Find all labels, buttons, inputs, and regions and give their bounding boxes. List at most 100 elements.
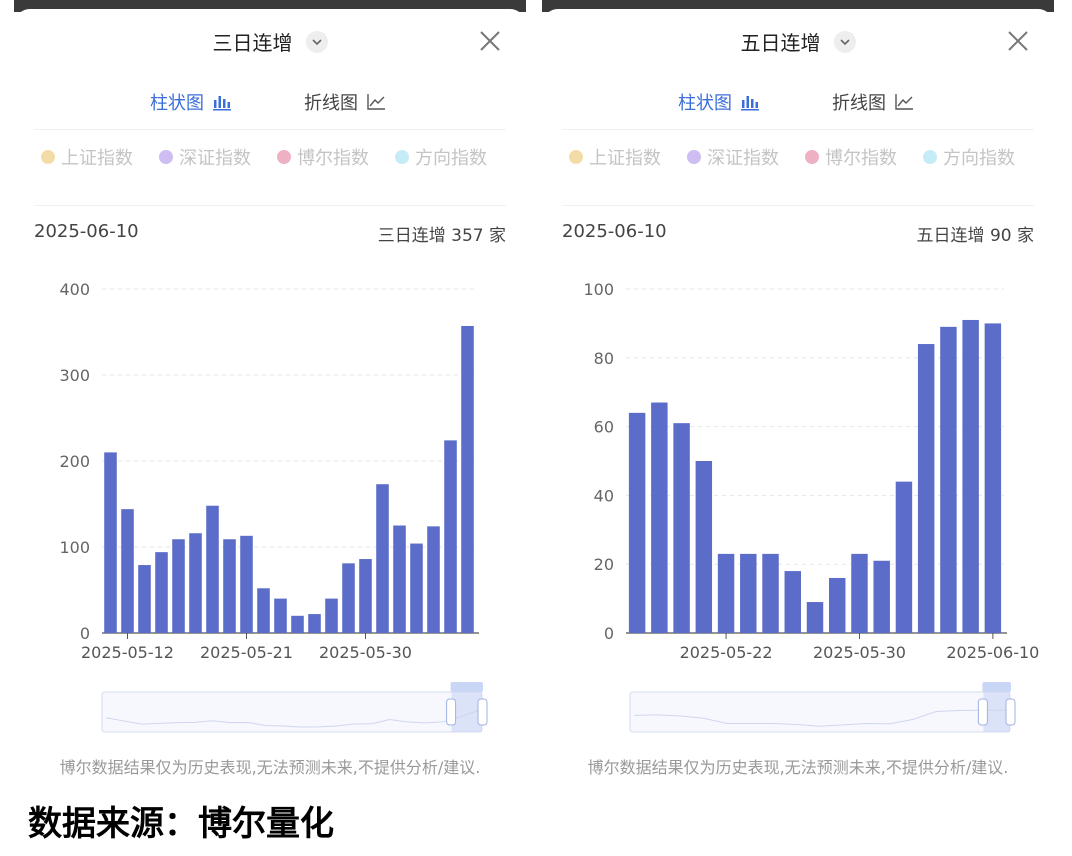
bar[interactable] [427, 526, 440, 633]
zoom-window-handle-top[interactable] [450, 682, 483, 692]
bar[interactable] [940, 326, 957, 633]
divider [34, 205, 506, 206]
title-dropdown-button[interactable] [833, 30, 856, 53]
legend-label: 上证指数 [589, 148, 661, 169]
panel-title[interactable]: 三日连增 [212, 31, 293, 55]
bar-chart: 0 20 40 60 80 100 2025-05-22 2025-05-30 2025-06-… [583, 280, 1039, 733]
bar[interactable] [104, 452, 117, 633]
tab-bar-chart[interactable]: 柱状图 [150, 89, 232, 115]
legend-item-boer[interactable]: 博尔指数 [277, 144, 369, 170]
legend-dot [395, 150, 409, 164]
bar[interactable] [291, 615, 304, 633]
bar[interactable] [342, 563, 355, 633]
date-label: 2025-06-10 [562, 221, 667, 242]
bar[interactable] [673, 423, 690, 633]
tab-bar-chart[interactable]: 柱状图 [678, 89, 760, 115]
line-chart-icon [895, 94, 913, 110]
bar[interactable] [762, 553, 779, 633]
count-label: 五日连增 90 家 [916, 226, 1034, 246]
legend-label: 深证指数 [179, 148, 251, 169]
zoom-handle-left[interactable] [446, 698, 457, 726]
y-tick-label: 40 [594, 486, 614, 505]
close-icon[interactable] [478, 29, 502, 53]
panel-header: 五日连增 [542, 27, 1054, 61]
legend-item-direction[interactable]: 方向指数 [923, 144, 1015, 170]
chart-type-tabs: 柱状图 折线图 [542, 89, 1054, 119]
legend-item-shenzhen[interactable]: 深证指数 [687, 144, 779, 170]
bar[interactable] [806, 602, 824, 633]
bar[interactable] [189, 533, 202, 633]
legend-item-shanghai[interactable]: 上证指数 [569, 144, 661, 170]
legend-item-shenzhen[interactable]: 深证指数 [159, 144, 251, 170]
bar[interactable] [393, 525, 406, 634]
legend-item-direction[interactable]: 方向指数 [395, 144, 487, 170]
zoom-slider-preview [633, 709, 1007, 727]
x-tick-label: 2025-05-30 [319, 643, 412, 662]
tab-line-chart[interactable]: 折线图 [832, 89, 914, 115]
close-icon[interactable] [1006, 29, 1030, 53]
bar-chart-icon [213, 96, 231, 111]
count-label: 三日连增 357 家 [377, 226, 506, 246]
bar[interactable] [895, 481, 913, 633]
tab-line-chart-label: 折线图 [832, 93, 886, 114]
bar[interactable] [274, 598, 287, 633]
divider [562, 205, 1034, 206]
tab-bar-chart-label: 柱状图 [678, 93, 732, 114]
bar[interactable] [223, 539, 236, 633]
bar[interactable] [257, 588, 270, 633]
chevron-down-icon [311, 38, 322, 45]
zoom-handle-right[interactable] [477, 698, 488, 726]
bar[interactable] [155, 552, 168, 633]
bar[interactable] [121, 509, 134, 633]
bar[interactable] [651, 402, 668, 633]
legend-dot [277, 150, 291, 164]
legend-item-boer[interactable]: 博尔指数 [805, 144, 897, 170]
bar[interactable] [325, 598, 338, 633]
legend-item-shanghai[interactable]: 上证指数 [41, 144, 133, 170]
bar[interactable] [717, 553, 735, 633]
zoom-window-handle-top[interactable] [982, 682, 1011, 692]
y-tick-label: 20 [594, 555, 614, 574]
bar[interactable] [376, 484, 389, 633]
bar[interactable] [917, 344, 935, 633]
bar[interactable] [740, 553, 757, 633]
title-dropdown-button[interactable] [305, 30, 328, 53]
panel-header: 三日连增 [14, 27, 526, 61]
legend-dot [159, 150, 173, 164]
y-tick-label: 200 [59, 452, 90, 471]
bar[interactable] [461, 325, 474, 633]
bar[interactable] [206, 505, 219, 633]
bar[interactable] [308, 614, 321, 633]
bar[interactable] [240, 535, 253, 633]
bar[interactable] [873, 560, 890, 633]
bar[interactable] [984, 323, 1002, 633]
bar[interactable] [695, 461, 713, 633]
bar[interactable] [359, 559, 372, 633]
bar[interactable] [172, 539, 185, 633]
bar[interactable] [851, 553, 868, 633]
chart-type-tabs: 柱状图 折线图 [14, 89, 526, 119]
bar[interactable] [829, 577, 846, 633]
legend-dot [687, 150, 701, 164]
y-tick-label: 80 [594, 349, 614, 368]
zoom-window[interactable] [451, 692, 482, 732]
legend-dot [569, 150, 583, 164]
x-tick-label: 2025-05-21 [200, 643, 293, 662]
tab-line-chart[interactable]: 折线图 [304, 89, 386, 115]
bar[interactable] [784, 571, 801, 633]
tab-bar-chart-label: 柱状图 [150, 93, 204, 114]
zoom-handle-left[interactable] [977, 698, 988, 726]
zoom-slider-track[interactable] [101, 691, 483, 733]
legend-label: 博尔指数 [825, 148, 897, 169]
legend: 上证指数 深证指数 博尔指数 方向指数 [14, 144, 526, 170]
panel-title[interactable]: 五日连增 [740, 31, 821, 55]
legend: 上证指数 深证指数 博尔指数 方向指数 [542, 144, 1054, 170]
disclaimer: 博尔数据结果仅为历史表现,无法预测未来,不提供分析/建议. [587, 758, 1009, 777]
bar[interactable] [962, 319, 979, 633]
tab-line-chart-label: 折线图 [304, 93, 358, 114]
bar[interactable] [410, 543, 423, 633]
zoom-handle-right[interactable] [1005, 698, 1016, 726]
bar[interactable] [444, 440, 457, 633]
bar[interactable] [628, 412, 646, 633]
bar[interactable] [138, 565, 151, 633]
